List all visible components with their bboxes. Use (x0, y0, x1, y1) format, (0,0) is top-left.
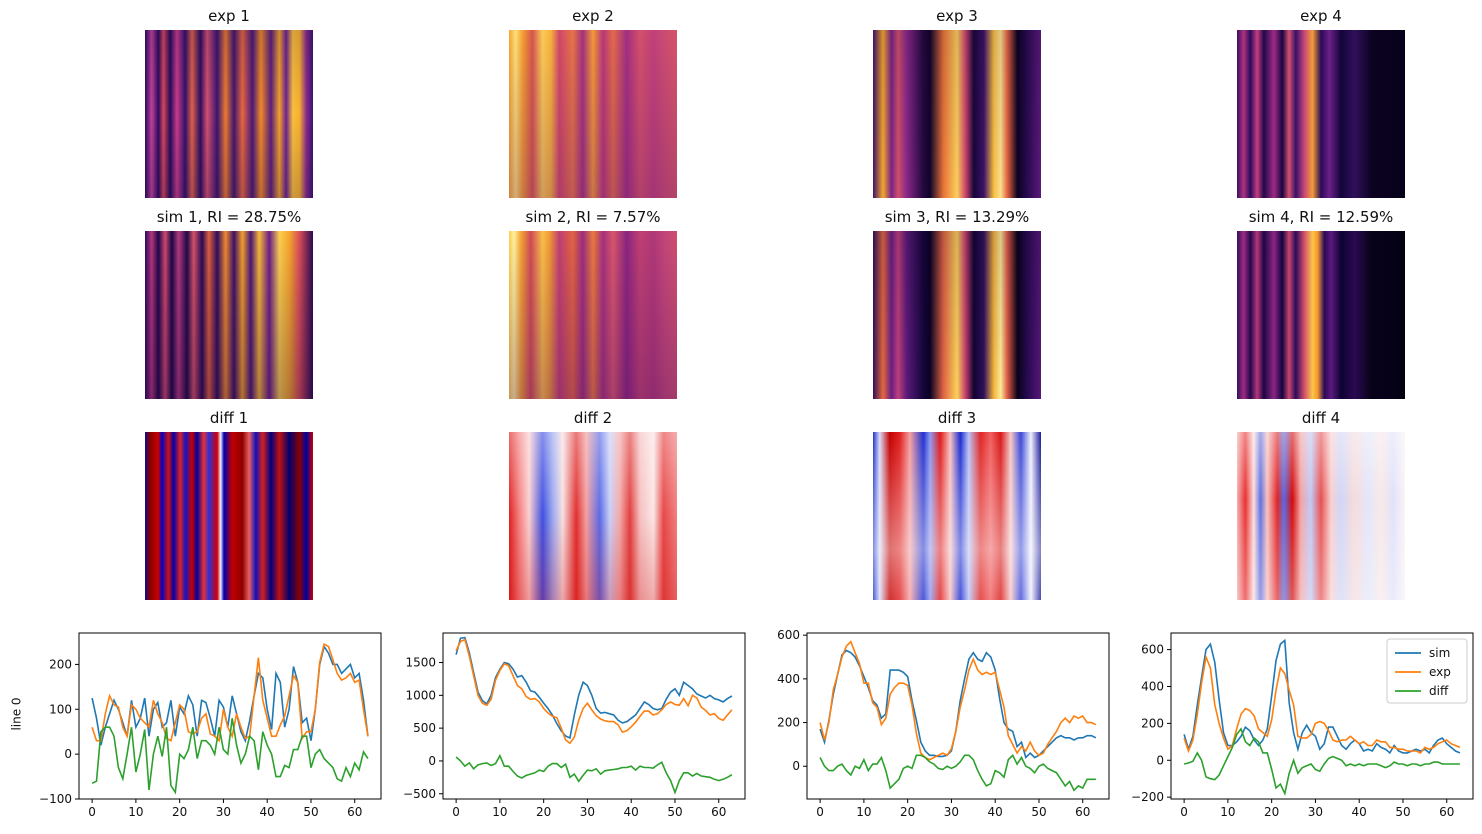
diff-image-3 (873, 432, 1041, 600)
series-diff-line (91, 718, 369, 795)
x-tick-label: 60 (711, 805, 726, 819)
y-tick-label: 400 (1141, 679, 1164, 693)
exp-title-3: exp 3 (936, 7, 978, 25)
sim-title-4: sim 4, RI = 12.59% (1248, 208, 1394, 226)
x-tick-label: 30 (944, 805, 959, 819)
plot-frame (78, 632, 382, 800)
y-tick-label: 0 (1156, 753, 1164, 767)
x-tick-label: 50 (303, 805, 318, 819)
y-tick-label: 600 (777, 628, 800, 642)
exp-image-1 (145, 30, 313, 198)
x-tick-label: 40 (988, 805, 1003, 819)
series-sim-line (1183, 638, 1461, 755)
y-tick-label: 200 (49, 657, 72, 671)
y-tick-label: 200 (1141, 716, 1164, 730)
diff-title-3: diff 3 (937, 409, 977, 427)
x-tick-label: 10 (1220, 805, 1235, 819)
series-exp-line (455, 638, 733, 745)
x-tick-label: 10 (492, 805, 507, 819)
x-tick-label: 20 (536, 805, 551, 819)
x-tick-label: 0 (88, 805, 96, 819)
x-tick-label: 60 (1075, 805, 1090, 819)
line-plot-panel-4: 0 10 20 30 40 50 60 −200 0 200 400 600 sim exp diff (1131, 632, 1474, 819)
legend-label-sim: sim (1429, 646, 1450, 660)
series-exp-line (91, 643, 369, 743)
sim-title-1: sim 1, RI = 28.75% (156, 208, 302, 226)
plot-frame (806, 632, 1110, 800)
sim-title-3: sim 3, RI = 13.29% (884, 208, 1030, 226)
y-tick-label: 200 (777, 716, 800, 730)
legend-label-diff: diff (1429, 684, 1449, 698)
x-tick-label: 0 (1180, 805, 1188, 819)
series-exp-line (1183, 654, 1461, 754)
exp-title-1: exp 1 (208, 7, 250, 25)
line-plot-panel-1: 0 10 20 30 40 50 60 −100 0 100 200 (39, 632, 382, 819)
diff-title-4: diff 4 (1301, 409, 1341, 427)
diff-image-4 (1237, 432, 1405, 600)
y-tick-label: 0 (792, 759, 800, 773)
series-sim-line (819, 649, 1097, 760)
x-tick-label: 0 (816, 805, 824, 819)
sim-image-1 (145, 231, 313, 399)
legend-box (1386, 638, 1468, 704)
y-tick-label: 0 (64, 747, 72, 761)
x-tick-label: 20 (172, 805, 187, 819)
y-tick-label: −500 (403, 787, 436, 801)
exp-image-2 (509, 30, 677, 198)
series-diff-line (455, 753, 733, 795)
x-tick-label: 50 (667, 805, 682, 819)
x-tick-label: 10 (128, 805, 143, 819)
x-tick-label: 40 (624, 805, 639, 819)
plot-frame (1170, 632, 1474, 800)
x-tick-label: 30 (1308, 805, 1323, 819)
x-tick-label: 60 (347, 805, 362, 819)
y-tick-label: 100 (49, 702, 72, 716)
exp-title-2: exp 2 (572, 7, 614, 25)
legend-label-exp: exp (1429, 665, 1451, 679)
series-diff-line (819, 753, 1096, 792)
x-tick-label: 0 (452, 805, 460, 819)
y-tick-label: 400 (777, 672, 800, 686)
sim-title-2: sim 2, RI = 7.57% (525, 208, 661, 226)
x-tick-label: 10 (856, 805, 871, 819)
x-tick-label: 50 (1395, 805, 1410, 819)
x-tick-label: 50 (1031, 805, 1046, 819)
diff-image-1 (145, 432, 313, 600)
exp-image-3 (873, 30, 1041, 198)
exp-image-4 (1237, 30, 1405, 198)
x-tick-label: 60 (1439, 805, 1454, 819)
x-tick-label: 20 (900, 805, 915, 819)
y-tick-label: 1500 (405, 656, 436, 670)
y-tick-label: −200 (1131, 790, 1164, 804)
plot-frame (442, 632, 746, 800)
y-tick-label: 600 (1141, 643, 1164, 657)
x-tick-label: 40 (260, 805, 275, 819)
series-diff-line (1183, 727, 1460, 796)
series-exp-line (819, 640, 1097, 761)
diff-image-2 (509, 432, 677, 600)
sim-image-3 (873, 231, 1041, 399)
y-tick-label: 1000 (405, 688, 436, 702)
line-plot-panel-2: 0 10 20 30 40 50 60 −500 0 500 1000 1500 (403, 632, 746, 819)
y-tick-label: 500 (413, 721, 436, 735)
x-tick-label: 30 (580, 805, 595, 819)
x-tick-label: 40 (1352, 805, 1367, 819)
diff-title-1: diff 1 (209, 409, 249, 427)
x-tick-label: 20 (1264, 805, 1279, 819)
series-sim-line (455, 636, 733, 740)
sim-image-4 (1237, 231, 1405, 399)
y-tick-label: 0 (428, 754, 436, 768)
x-tick-label: 30 (216, 805, 231, 819)
exp-title-4: exp 4 (1300, 7, 1342, 25)
y-tick-label: −100 (39, 792, 72, 806)
diff-title-2: diff 2 (573, 409, 613, 427)
sim-image-2 (509, 231, 677, 399)
